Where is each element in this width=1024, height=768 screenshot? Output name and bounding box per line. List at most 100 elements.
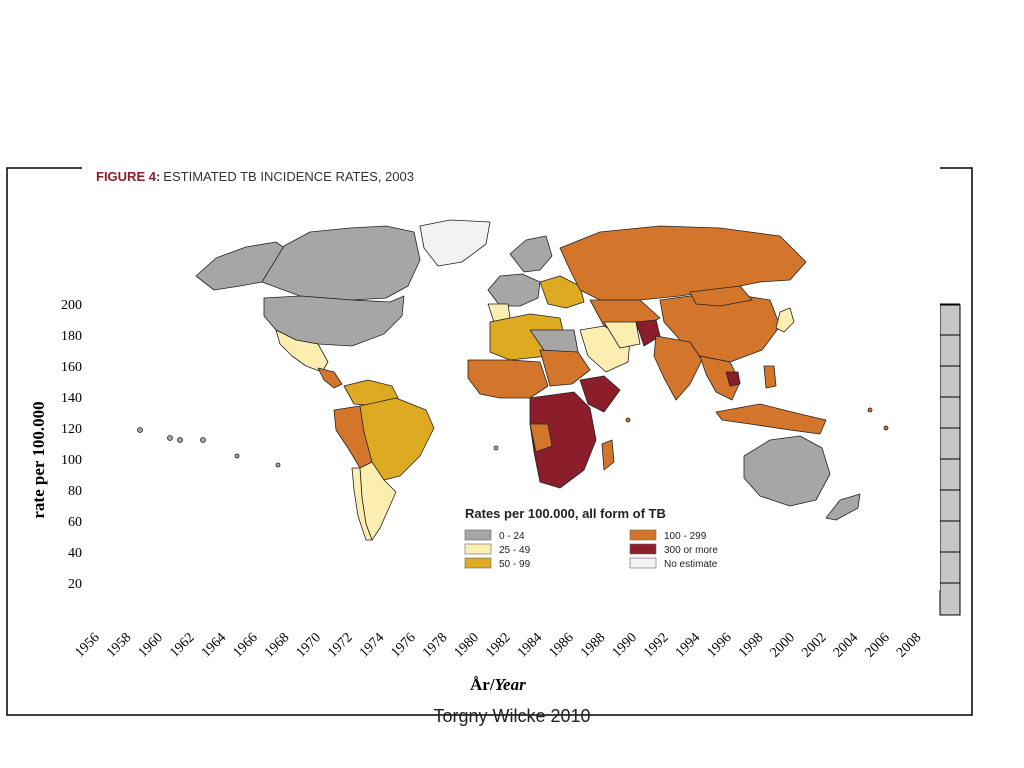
region-cambodia: [725, 371, 741, 387]
y-tick-label: 60: [68, 515, 82, 530]
x-tick-label: 1990: [610, 630, 640, 660]
island-indian-1: [625, 417, 631, 423]
island-atlantic-1: [493, 445, 499, 451]
region-iran: [603, 321, 641, 349]
legend-label: 0 - 24: [499, 531, 525, 542]
right-strip: [939, 304, 961, 616]
x-tick-label: 1996: [704, 630, 734, 660]
x-tick-label: 1974: [357, 630, 387, 660]
legend-swatch: [464, 543, 492, 555]
figure-title: FIGURE 4: ESTIMATED TB INCIDENCE RATES, 2…: [96, 169, 414, 184]
region-japan: [775, 307, 795, 333]
region-scandinavia: [509, 235, 553, 273]
island-hawaii-1: [137, 427, 143, 433]
y-tick-label: 80: [68, 484, 82, 499]
region-angola: [529, 423, 553, 453]
y-tick-label: 20: [68, 577, 82, 592]
x-tick-label: 1968: [262, 630, 292, 660]
x-axis-label-main: År/: [470, 675, 495, 694]
region-west-africa: [467, 359, 549, 399]
x-tick-label: 2008: [894, 630, 924, 660]
region-russia: [559, 225, 807, 301]
region-horn-africa: [579, 375, 621, 413]
region-india: [653, 335, 703, 401]
x-tick-label: 1988: [578, 630, 608, 660]
region-central-africa: [529, 391, 597, 489]
y-tick-label: 100: [61, 453, 82, 468]
region-afghanistan: [635, 319, 661, 347]
legend-swatch: [464, 529, 492, 541]
x-axis-ticks: 1956 1958 1960 1962 1964 1966 1968 1970 1972 1974…: [72, 630, 924, 660]
island-hawaii-3: [177, 437, 183, 443]
island-pacific-1: [234, 453, 240, 459]
x-tick-label: 1986: [546, 630, 576, 660]
world-map: [137, 219, 889, 541]
x-tick-label: 2004: [831, 630, 861, 660]
region-venezuela: [343, 379, 399, 407]
legend: 0 - 24 25 - 49 50 - 99 100 - 299 300 or more…: [464, 529, 718, 570]
region-philippines: [763, 365, 777, 389]
legend-swatch: [629, 543, 657, 555]
x-tick-label: 1992: [641, 630, 671, 660]
legend-label: No estimate: [664, 559, 718, 570]
legend-label: 300 or more: [664, 545, 718, 556]
x-tick-label: 1994: [673, 630, 703, 660]
region-sahel: [539, 349, 591, 387]
x-tick-label: 1962: [167, 630, 197, 660]
figure-title-text: ESTIMATED TB INCIDENCE RATES, 2003: [163, 169, 414, 184]
legend-label: 50 - 99: [499, 559, 531, 570]
legend-swatch: [629, 529, 657, 541]
strip-lines: [940, 303, 960, 584]
island-pacific-2: [275, 462, 281, 468]
x-tick-label: 1976: [388, 630, 418, 660]
legend-label: 25 - 49: [499, 545, 531, 556]
region-chile: [351, 467, 373, 541]
y-axis-ticks: 20 40 60 80 100 120 140 160 180 200: [61, 298, 82, 592]
y-axis-label: rate per 100.000: [29, 401, 48, 518]
region-madagascar: [601, 439, 615, 471]
y-tick-label: 160: [61, 360, 82, 375]
island-pacific-4: [883, 425, 889, 431]
x-tick-label: 1972: [325, 630, 355, 660]
x-tick-label: 1958: [104, 630, 134, 660]
figure-label: FIGURE 4:: [96, 169, 160, 184]
region-greenland: [419, 219, 491, 267]
island-pacific-3: [867, 407, 873, 413]
region-mongolia: [689, 285, 753, 307]
legend-swatch: [629, 557, 657, 569]
legend-label: 100 - 299: [664, 531, 707, 542]
region-indonesia: [715, 403, 827, 435]
region-southeast-asia: [699, 355, 741, 401]
x-tick-label: 1960: [136, 630, 166, 660]
x-tick-label: 1978: [420, 630, 450, 660]
x-tick-label: 1956: [72, 630, 102, 660]
y-tick-label: 180: [61, 329, 82, 344]
x-tick-label: 1980: [452, 630, 482, 660]
x-axis-label-italic: Year: [495, 675, 527, 694]
x-tick-label: 1970: [294, 630, 324, 660]
island-hawaii-4: [200, 437, 206, 443]
region-new-zealand: [825, 493, 861, 521]
x-tick-label: 1966: [230, 630, 260, 660]
region-australia: [743, 435, 831, 507]
y-tick-label: 120: [61, 422, 82, 437]
x-tick-label: 1964: [199, 630, 229, 660]
island-hawaii-2: [167, 435, 173, 441]
x-tick-label: 1998: [736, 630, 766, 660]
y-tick-label: 140: [61, 391, 82, 406]
x-axis-label: År/Year: [470, 675, 526, 694]
x-tick-label: 2000: [768, 630, 798, 660]
x-tick-label: 2006: [862, 630, 892, 660]
legend-title: Rates per 100.000, all form of TB: [465, 506, 666, 521]
x-tick-label: 2002: [799, 630, 829, 660]
region-central-america: [317, 367, 343, 389]
footer-credit: Torgny Wilcke 2010: [433, 706, 591, 726]
legend-swatch: [464, 557, 492, 569]
y-tick-label: 200: [61, 298, 82, 313]
region-eastern-europe: [539, 275, 585, 309]
x-tick-label: 1984: [515, 630, 545, 660]
x-tick-label: 1982: [483, 630, 513, 660]
y-tick-label: 40: [68, 546, 82, 561]
